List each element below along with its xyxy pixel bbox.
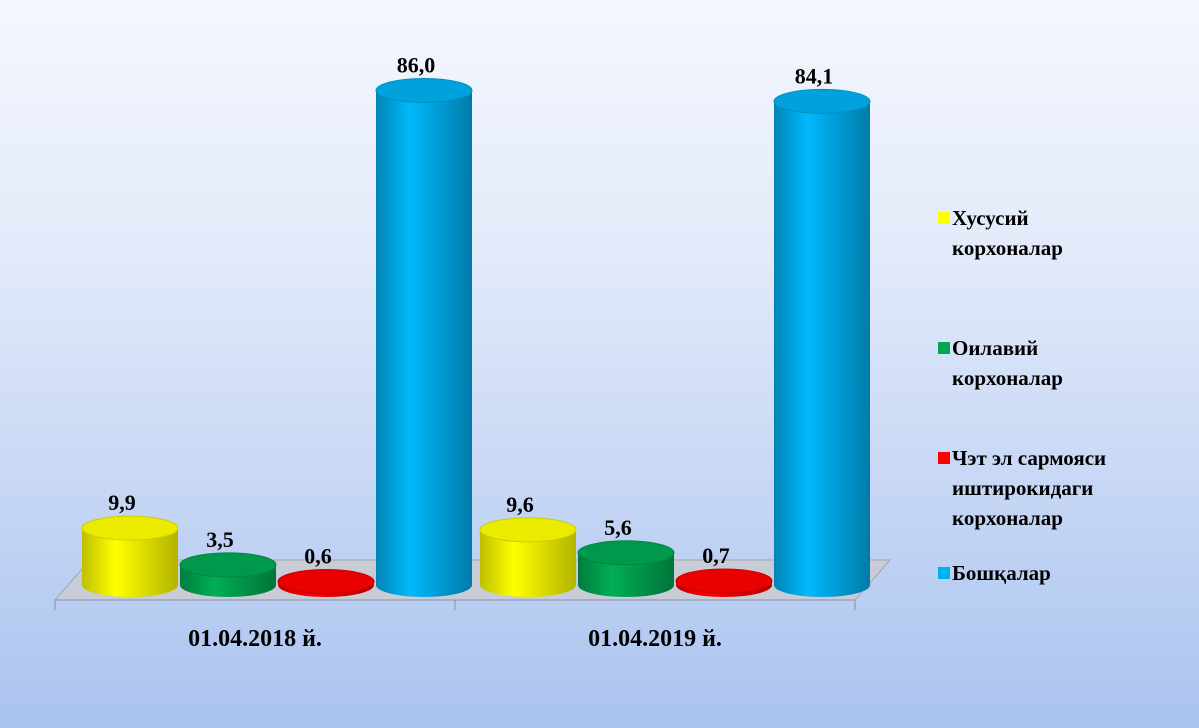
- x-tick-label: 01.04.2019 й.: [588, 626, 722, 652]
- data-label: 9,9: [108, 490, 136, 515]
- bar: [774, 101, 870, 586]
- legend-label: Чэт эл сармояси иштирокидаги корхоналар: [952, 446, 1107, 530]
- bar-top: [577, 540, 675, 566]
- bar-top: [773, 88, 871, 114]
- data-label: 86,0: [397, 53, 436, 78]
- legend-item: Оилавий корхоналар: [938, 333, 1192, 393]
- legend-swatch: [938, 342, 950, 354]
- bar-top: [179, 552, 277, 578]
- x-tick-label: 01.04.2018 й.: [188, 626, 322, 652]
- bar: [376, 90, 472, 585]
- legend-swatch: [938, 452, 950, 464]
- legend-swatch: [938, 212, 950, 224]
- legend-item: Чэт эл сармояси иштирокидаги корхоналар: [938, 443, 1192, 533]
- data-label: 3,5: [206, 527, 234, 552]
- bar-top: [81, 515, 179, 541]
- bar-top: [375, 78, 473, 103]
- legend-label: Хусусий корхоналар: [952, 206, 1063, 260]
- legend-label: Оилавий корхоналар: [952, 336, 1063, 390]
- data-label: 0,7: [702, 543, 730, 568]
- data-label: 0,6: [304, 544, 332, 569]
- legend-item: Бошқалар: [938, 558, 1192, 588]
- bar-top: [675, 568, 773, 594]
- data-label: 9,6: [506, 492, 534, 517]
- legend-item: Хусусий корхоналар: [938, 203, 1192, 263]
- data-label: 5,6: [604, 515, 632, 540]
- legend-label: Бошқалар: [952, 561, 1051, 585]
- legend-swatch: [938, 567, 950, 579]
- data-label: 84,1: [795, 63, 834, 88]
- bar-top: [277, 569, 375, 595]
- bar-top: [479, 517, 577, 543]
